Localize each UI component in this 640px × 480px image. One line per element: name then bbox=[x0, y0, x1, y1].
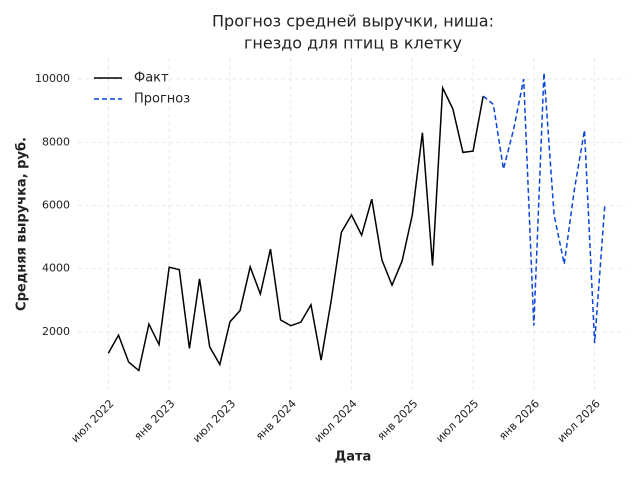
chart-title: Прогноз средней выручки, ниша: bbox=[212, 12, 494, 31]
x-tick-label: июл 2025 bbox=[433, 397, 481, 445]
x-tick-label: янв 2025 bbox=[375, 397, 421, 443]
line-series bbox=[107, 84, 484, 372]
x-tick-label: июл 2023 bbox=[190, 397, 238, 445]
x-tick-label: янв 2026 bbox=[496, 397, 542, 443]
chart-title: гнездо для птиц в клетку bbox=[244, 34, 462, 53]
x-tick-label: июл 2026 bbox=[555, 397, 603, 445]
y-tick-label: 8000 bbox=[42, 135, 70, 148]
line-series bbox=[482, 72, 606, 344]
x-tick-label: янв 2023 bbox=[132, 397, 178, 443]
x-tick-label: июл 2024 bbox=[312, 397, 360, 445]
y-tick-label: 6000 bbox=[42, 199, 70, 212]
legend-label: Прогноз bbox=[134, 92, 190, 107]
legend-label: Факт bbox=[134, 71, 169, 86]
x-axis-label: Дата bbox=[335, 450, 372, 465]
x-tick-label: июл 2022 bbox=[69, 397, 117, 445]
y-tick-label: 10000 bbox=[35, 72, 70, 85]
y-axis-label: Средняя выручка, руб. bbox=[15, 137, 30, 311]
y-tick-label: 2000 bbox=[42, 325, 70, 338]
y-tick-label: 4000 bbox=[42, 262, 70, 275]
x-tick-label: янв 2024 bbox=[253, 397, 299, 443]
